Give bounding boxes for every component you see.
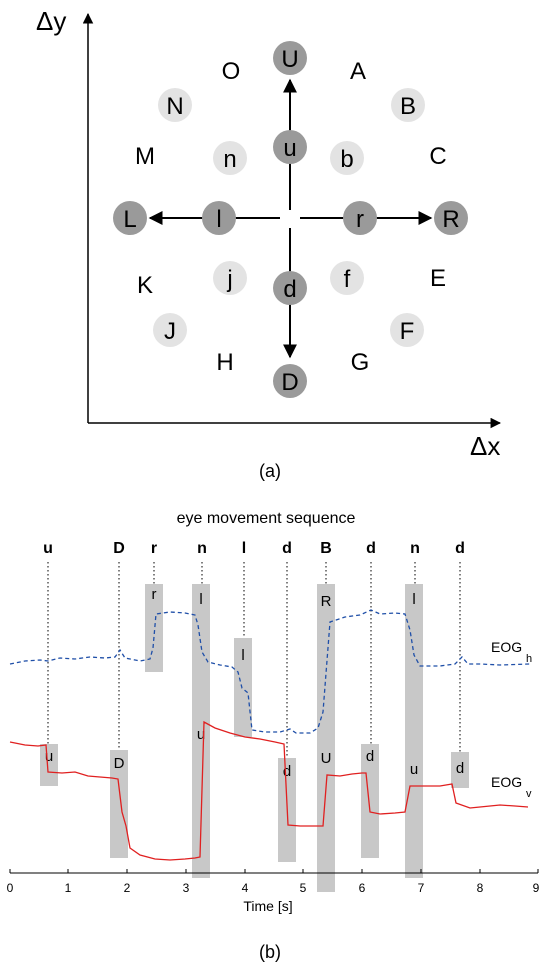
letter-C: C: [429, 143, 446, 170]
tick-label: 5: [300, 881, 307, 895]
tick-label: 1: [65, 881, 72, 895]
eog-h-boxes: [145, 584, 423, 892]
svg-text:l: l: [216, 206, 221, 233]
box-label-v: u: [45, 748, 53, 765]
node-F: F: [390, 313, 424, 347]
node-l: l: [202, 201, 236, 235]
time-ticks: [9, 869, 539, 873]
node-N: N: [158, 88, 192, 122]
tick-label: 7: [418, 881, 425, 895]
node-r: r: [343, 201, 377, 235]
svg-text:D: D: [281, 369, 298, 396]
box-label-h: l: [199, 591, 202, 608]
tick-label: 0: [7, 881, 14, 895]
node-u: u: [273, 130, 307, 164]
box-label-v: U: [321, 750, 332, 767]
panel-a: Δy Δx U u l L r R d D N B n b j f J F O …: [36, 6, 502, 481]
center-dot: [285, 213, 295, 223]
svg-text:EOG: EOG: [491, 639, 522, 655]
svg-text:F: F: [400, 318, 415, 345]
box-label-h: r: [152, 586, 157, 603]
seq-letter: n: [197, 540, 207, 557]
svg-text:EOG: EOG: [491, 774, 522, 790]
node-b: b: [330, 141, 364, 175]
letter-M: M: [135, 143, 155, 170]
node-U: U: [273, 41, 307, 75]
svg-text:b: b: [340, 146, 353, 173]
seq-letter: B: [320, 540, 332, 557]
box-label-h: l: [241, 647, 244, 664]
svg-text:J: J: [164, 318, 176, 345]
seq-letter: D: [113, 540, 125, 557]
caption-b: (b): [259, 942, 281, 962]
tick-label: 2: [124, 881, 131, 895]
tick-label: 8: [477, 881, 484, 895]
seq-letter: d: [366, 540, 376, 557]
seq-letter: l: [242, 540, 246, 557]
seq-letter: r: [151, 540, 157, 557]
letter-A: A: [350, 58, 366, 85]
box-label-v: d: [283, 763, 291, 780]
box-label-v: u: [410, 761, 418, 778]
box-label-v: d: [366, 748, 374, 765]
node-f: f: [330, 261, 364, 295]
box-label-v: u: [197, 726, 205, 743]
svg-text:v: v: [526, 788, 532, 800]
seq-letter: u: [43, 540, 53, 557]
seq-letter: n: [410, 540, 420, 557]
svg-text:n: n: [223, 146, 236, 173]
svg-text:j: j: [226, 266, 232, 293]
x-axis-label: Δx: [470, 431, 500, 461]
eog-v-trace: [9, 720, 529, 861]
node-R: R: [434, 201, 468, 235]
eog-v-label: EOG v: [491, 774, 532, 800]
letter-G: G: [351, 349, 370, 376]
box-label-v: d: [456, 760, 464, 777]
letter-H: H: [216, 349, 233, 376]
tick-label: 9: [533, 881, 540, 895]
node-n: n: [213, 141, 247, 175]
svg-text:d: d: [283, 276, 296, 303]
event-guides: [47, 562, 461, 758]
node-d: d: [273, 271, 307, 305]
node-L: L: [113, 201, 147, 235]
node-B: B: [391, 88, 425, 122]
box-label-v: D: [114, 755, 125, 772]
svg-text:N: N: [166, 93, 183, 120]
node-D: D: [273, 364, 307, 398]
svg-text:f: f: [344, 266, 351, 293]
node-J: J: [153, 313, 187, 347]
tick-label: 6: [359, 881, 366, 895]
sequence-title: eye movement sequence: [177, 510, 356, 527]
eog-h-label: EOG h: [491, 639, 532, 665]
letter-K: K: [137, 272, 153, 299]
seq-letter: d: [455, 540, 465, 557]
tick-label: 3: [183, 881, 190, 895]
time-axis-label: Time [s]: [243, 898, 292, 914]
svg-text:h: h: [526, 653, 532, 665]
eog-v-boxes: [40, 744, 469, 862]
svg-text:U: U: [281, 46, 298, 73]
panel-b: eye movement sequence u D r n l d B d n …: [7, 510, 540, 962]
box-label-h: l: [412, 591, 415, 608]
svg-text:L: L: [123, 206, 136, 233]
svg-text:B: B: [400, 93, 416, 120]
letter-E: E: [430, 265, 446, 292]
tick-label: 4: [242, 881, 249, 895]
svg-text:r: r: [356, 206, 364, 233]
eog-h-trace: [9, 609, 531, 734]
y-axis-label: Δy: [36, 6, 66, 36]
caption-a: (a): [259, 461, 281, 481]
svg-text:R: R: [442, 206, 459, 233]
box-label-h: R: [321, 593, 332, 610]
node-j: j: [213, 261, 247, 295]
letter-O: O: [222, 58, 241, 85]
seq-letter: d: [282, 540, 292, 557]
svg-text:u: u: [283, 135, 296, 162]
